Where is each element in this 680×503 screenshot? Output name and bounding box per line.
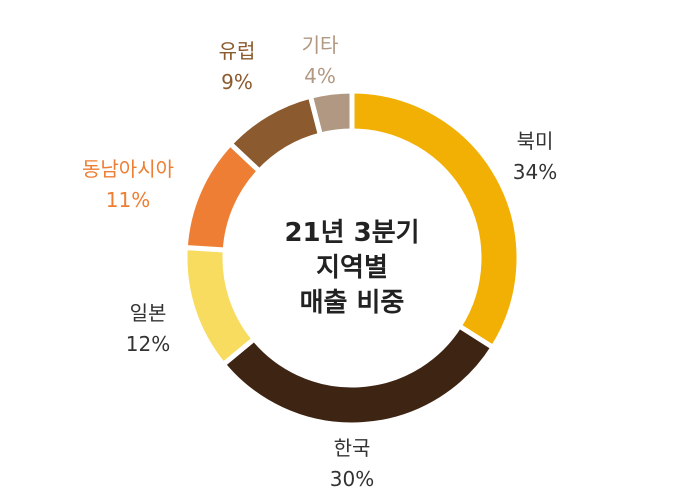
slice-labels: 북미 34% 한국 30% 일본 12% 동남아시아 11% 유럽 9% 기타 4% — [82, 33, 557, 491]
slice-label-3: 동남아시아 — [82, 157, 174, 181]
slice-value-0: 34% — [513, 160, 557, 184]
slice-0 — [349, 88, 522, 351]
slice-value-3: 11% — [106, 188, 150, 212]
slice-value-5: 4% — [304, 64, 336, 88]
slice-value-1: 30% — [330, 467, 374, 491]
slice-label-2: 일본 — [130, 301, 167, 325]
center-title: 21년 3분기 지역별 매출 비중 — [284, 218, 419, 318]
donut-slices — [182, 88, 522, 428]
slice-2 — [182, 244, 258, 368]
center-title-line-3: 매출 비중 — [300, 288, 405, 318]
slice-value-4: 9% — [221, 70, 253, 94]
slice-label-5: 기타 — [302, 33, 339, 57]
slice-value-2: 12% — [126, 332, 170, 356]
slice-label-4: 유럽 — [219, 39, 256, 63]
center-title-line-1: 21년 3분기 — [284, 218, 419, 248]
slice-label-0: 북미 — [517, 129, 554, 153]
slice-label-1: 한국 — [334, 436, 371, 460]
slice-1 — [219, 322, 497, 428]
slice-5 — [307, 88, 355, 139]
center-title-line-2: 지역별 — [316, 253, 388, 283]
